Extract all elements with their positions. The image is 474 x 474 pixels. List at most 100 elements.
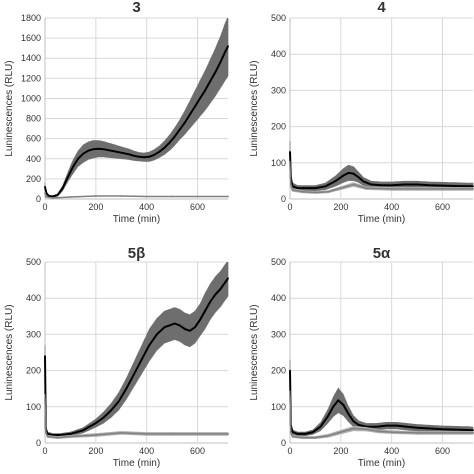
error-bars: [289, 141, 474, 191]
data-point: [194, 105, 196, 108]
data-point: [227, 195, 229, 198]
data-point: [289, 165, 291, 168]
data-point: [196, 195, 199, 198]
data-point: [314, 436, 317, 439]
data-point: [44, 431, 47, 434]
data-point: [365, 428, 368, 431]
x-tick-label: 400: [139, 202, 154, 212]
data-point: [120, 195, 123, 197]
data-point: [224, 50, 227, 53]
x-tick-label: 200: [333, 446, 348, 456]
data-point: [289, 431, 292, 434]
data-point: [148, 155, 151, 158]
data-point: [56, 436, 59, 439]
data-point: [204, 309, 207, 312]
data-point: [327, 434, 330, 437]
y-tick-label: 600: [26, 134, 41, 144]
data-point: [291, 435, 294, 438]
y-tick-label: 200: [271, 122, 286, 132]
data-point: [204, 89, 207, 92]
data-point: [209, 80, 212, 83]
data-point: [194, 326, 196, 329]
data-point: [51, 195, 54, 198]
data-point: [183, 121, 186, 124]
data-point: [327, 190, 330, 193]
data-point: [112, 150, 115, 153]
data-point: [441, 187, 444, 190]
data-point: [168, 324, 171, 327]
x-tick-label: 600: [190, 202, 205, 212]
data-point: [46, 435, 49, 438]
data-point: [339, 431, 342, 434]
data-point: [416, 431, 418, 434]
data-point: [357, 176, 360, 179]
data-point: [77, 157, 79, 160]
data-series-2: [289, 161, 474, 194]
data-point: [416, 426, 418, 429]
data-point: [378, 430, 380, 433]
data-series-1: [44, 18, 229, 198]
data-point: [362, 180, 365, 183]
data-point: [385, 424, 388, 427]
data-point: [416, 183, 418, 186]
data-point: [289, 369, 291, 372]
data-point: [332, 405, 335, 408]
chart-panel-2: 4 0 100 200 300 400 500 0 200 400 600 Time (min) Lun…: [249, 0, 474, 225]
x-tick-label: 600: [435, 202, 450, 212]
x-axis-title: Time (min): [113, 458, 160, 469]
data-point: [227, 433, 229, 435]
data-point: [47, 195, 50, 197]
y-tick-label: 400: [271, 49, 286, 59]
data-point: [133, 373, 135, 376]
data-point: [163, 146, 166, 149]
data-point: [467, 185, 469, 188]
data-point: [102, 148, 105, 151]
series-line: [44, 277, 229, 436]
data-point: [301, 436, 304, 439]
y-tick-label: 400: [271, 293, 286, 303]
data-point: [291, 431, 294, 434]
data-point: [227, 277, 229, 280]
series-line: [289, 395, 473, 439]
data-point: [153, 153, 156, 156]
panel-title: 5β: [128, 245, 146, 262]
data-point: [352, 172, 355, 175]
data-series-2: [44, 394, 229, 439]
data-point: [441, 428, 444, 431]
data-point: [178, 324, 181, 327]
data-point: [44, 186, 46, 188]
data-point: [173, 135, 176, 138]
x-tick-label: 0: [287, 446, 292, 456]
y-tick-label: 100: [271, 158, 286, 168]
data-point: [304, 187, 307, 190]
data-point: [342, 174, 345, 177]
data-point: [319, 425, 322, 428]
y-tick-label: 500: [26, 257, 41, 267]
series-line: [44, 192, 228, 199]
data-point: [188, 113, 191, 116]
x-tick-label: 200: [88, 202, 103, 212]
data-point: [334, 180, 337, 182]
y-axis-title: Luninescences (RLU): [249, 304, 260, 400]
data-point: [92, 148, 95, 151]
data-point: [117, 151, 120, 154]
data-point: [395, 424, 398, 427]
data-point: [110, 409, 112, 412]
data-point: [227, 45, 229, 48]
y-tick-label: 800: [26, 114, 41, 124]
data-point: [454, 428, 457, 431]
data-point: [133, 154, 135, 157]
data-point: [337, 399, 340, 402]
data-point: [214, 293, 217, 296]
y-tick-label: 200: [26, 366, 41, 376]
data-point: [51, 197, 54, 199]
data-point: [196, 433, 199, 435]
data-point: [390, 431, 393, 434]
data-point: [365, 187, 368, 190]
data-point: [342, 404, 345, 406]
data-point: [339, 187, 342, 190]
y-tick-label: 0: [36, 194, 41, 204]
data-point: [296, 433, 299, 435]
y-axis-title: Luninescences (RLU): [4, 304, 15, 400]
data-point: [390, 187, 393, 190]
